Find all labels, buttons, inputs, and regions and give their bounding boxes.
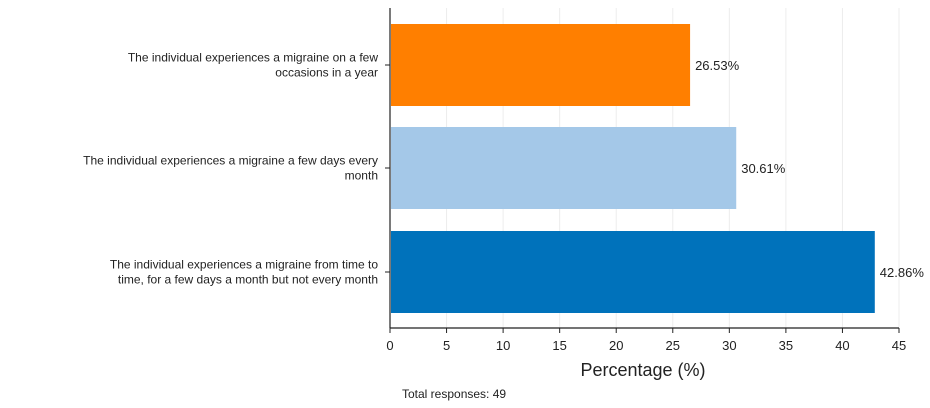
x-tick-label: 20 <box>609 338 623 353</box>
x-tick-label: 30 <box>722 338 736 353</box>
bar <box>391 24 691 106</box>
axes <box>385 8 900 333</box>
x-axis-title: Percentage (%) <box>580 360 705 380</box>
x-tick-label: 0 <box>386 338 393 353</box>
category-label: occasions in a year <box>275 66 378 80</box>
bar <box>391 127 737 209</box>
x-tick-label: 25 <box>666 338 680 353</box>
bars <box>391 24 875 313</box>
x-tick-label: 40 <box>835 338 849 353</box>
category-label: The individual experiences a migraine fr… <box>110 258 378 272</box>
labels: 26.53% The individual experiences a migra… <box>83 51 924 354</box>
category-label: The individual experiences a migraine a … <box>83 154 378 168</box>
category-label: month <box>345 169 378 183</box>
total-responses-note: Total responses: 49 <box>402 387 506 401</box>
category-label: time, for a few days a month but not eve… <box>118 273 378 287</box>
x-tick-label: 45 <box>892 338 906 353</box>
x-tick-label: 5 <box>443 338 450 353</box>
x-tick-label: 15 <box>552 338 566 353</box>
bar-value-label: 42.86% <box>880 265 925 280</box>
x-tick-label: 10 <box>496 338 510 353</box>
bar <box>391 231 875 313</box>
x-tick-label: 35 <box>779 338 793 353</box>
bar-value-label: 26.53% <box>695 58 740 73</box>
bar-value-label: 30.61% <box>741 161 786 176</box>
category-label: The individual experiences a migraine on… <box>128 51 378 65</box>
